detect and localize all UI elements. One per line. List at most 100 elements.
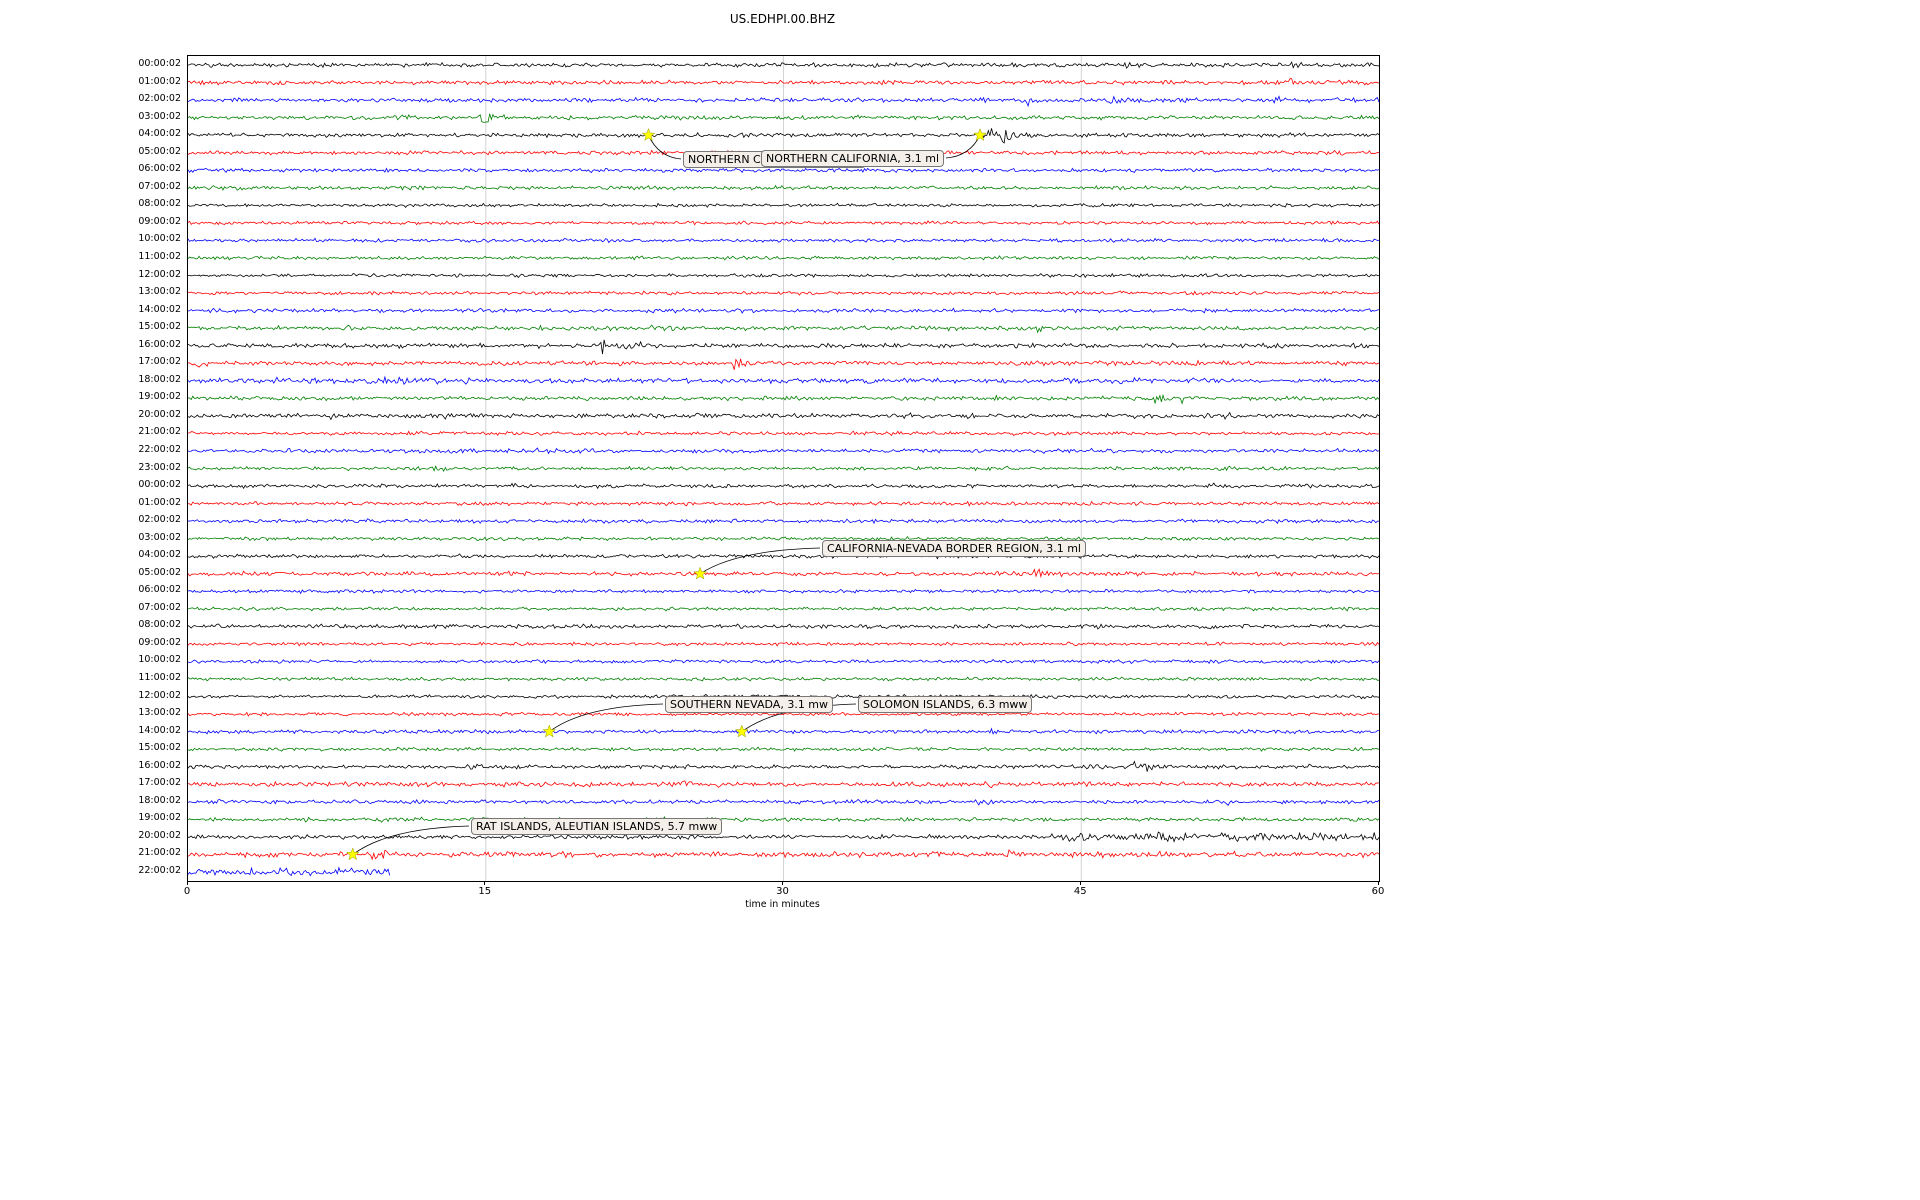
x-tick-label: 15	[478, 886, 492, 897]
x-axis-label: time in minutes	[745, 899, 820, 910]
x-tick-mark	[484, 881, 486, 885]
x-tick-label: 0	[183, 886, 191, 897]
row-time-label: 18:00:02	[138, 794, 181, 806]
row-time-label: 12:00:02	[138, 268, 181, 280]
row-time-label: 23:00:02	[138, 461, 181, 473]
row-time-label: 17:00:02	[138, 777, 181, 789]
event-connector	[648, 135, 682, 160]
row-time-label: 21:00:02	[138, 426, 181, 438]
seismogram-trace	[187, 307, 1380, 314]
x-tick-mark	[1377, 881, 1379, 885]
row-time-label: 11:00:02	[138, 672, 181, 684]
row-time-label: 00:00:02	[138, 58, 181, 69]
seismogram-trace	[187, 202, 1380, 209]
seismogram-trace	[187, 167, 1380, 174]
event-connector	[699, 547, 821, 575]
seismogram-trace	[187, 430, 1380, 437]
plot-area: NORTHERN CALIFORNIA, 3.1 mlNORTHERN CALI…	[187, 55, 1380, 882]
row-time-label: 16:00:02	[138, 338, 181, 350]
seismogram-trace	[187, 375, 1380, 385]
row-time-label: 20:00:02	[138, 829, 181, 841]
row-time-label: 16:00:02	[138, 759, 181, 771]
seismogram-trace	[187, 849, 1380, 861]
x-tick-label: 30	[776, 886, 789, 897]
row-time-label: 01:00:02	[138, 75, 181, 87]
seismogram-trace	[187, 623, 1380, 630]
seismogram-trace	[187, 113, 1380, 123]
event-star-marker	[641, 127, 656, 141]
row-time-label: 06:00:02	[138, 584, 181, 596]
seismogram-trace	[187, 676, 1380, 682]
row-time-label: 15:00:02	[138, 321, 181, 333]
row-time-label: 03:00:02	[138, 110, 181, 122]
seismogram-trace	[187, 237, 1380, 244]
seismogram-trace	[187, 255, 1380, 261]
seismogram-trace	[187, 272, 1379, 279]
seismogram-trace	[187, 518, 1379, 525]
seismogram-trace	[187, 290, 1380, 296]
row-time-label: 14:00:02	[138, 724, 181, 736]
seismogram-trace	[187, 78, 1380, 86]
seismogram-trace	[187, 552, 1380, 560]
row-time-label: 07:00:02	[138, 601, 181, 613]
row-time-label: 05:00:02	[138, 566, 181, 578]
row-time-label: 06:00:02	[138, 163, 181, 175]
seismogram-trace	[187, 465, 1380, 472]
event-label: CALIFORNIA-NEVADA BORDER REGION, 3.1 ml	[822, 540, 1086, 557]
seismogram-trace	[187, 447, 1380, 455]
row-time-label: 08:00:02	[138, 198, 181, 210]
seismogram-trace	[187, 393, 1380, 405]
row-time-label: 13:00:02	[138, 707, 181, 719]
event-connector	[549, 703, 664, 733]
seismogram-trace	[187, 482, 1380, 490]
row-time-label: 02:00:02	[138, 93, 181, 105]
row-time-label: 11:00:02	[138, 250, 181, 262]
seismogram-trace	[188, 831, 1380, 843]
row-time-label: 08:00:02	[138, 619, 181, 631]
event-connector	[352, 825, 470, 855]
event-star-marker	[734, 724, 749, 738]
row-time-label: 03:00:02	[138, 531, 181, 543]
seismogram-trace	[187, 324, 1379, 334]
seismogram-trace	[187, 358, 1380, 370]
seismogram-trace	[187, 780, 1380, 789]
row-time-label: 15:00:02	[138, 742, 181, 754]
seismogram-trace	[187, 535, 1380, 542]
seismogram-trace	[187, 339, 1380, 355]
event-label: RAT ISLANDS, ALEUTIAN ISLANDS, 5.7 mww	[471, 818, 723, 835]
seismogram-trace	[187, 61, 1380, 69]
row-time-label: 09:00:02	[138, 215, 181, 227]
plot-title: US.EDHPI.00.BHZ	[729, 12, 836, 26]
x-tick-mark	[186, 881, 188, 885]
row-time-label: 22:00:02	[138, 865, 181, 876]
seismogram-trace	[187, 760, 1380, 772]
row-time-label: 18:00:02	[138, 373, 181, 385]
event-connector	[945, 135, 981, 159]
seismogram-trace	[187, 816, 1380, 823]
x-tick-label: 60	[1371, 886, 1385, 897]
row-time-label: 09:00:02	[138, 636, 181, 648]
row-time-label: 01:00:02	[138, 496, 181, 508]
seismogram-trace	[187, 500, 1380, 507]
seismogram-trace	[187, 220, 1380, 226]
row-time-label: 22:00:02	[138, 443, 181, 455]
seismogram-trace	[187, 866, 391, 877]
row-time-label: 17:00:02	[138, 356, 181, 368]
seismogram-trace	[187, 658, 1380, 665]
event-star-marker	[693, 566, 707, 580]
seismogram-trace	[187, 588, 1380, 595]
row-time-label: 07:00:02	[138, 180, 181, 192]
event-label: SOLOMON ISLANDS, 6.3 mww	[858, 696, 1033, 713]
row-time-label: 10:00:02	[138, 233, 181, 245]
row-time-label: 00:00:02	[138, 479, 181, 491]
row-time-label: 12:00:02	[138, 689, 181, 701]
row-time-label: 14:00:02	[138, 303, 181, 315]
row-time-label: 13:00:02	[138, 286, 181, 298]
row-time-label: 10:00:02	[138, 654, 181, 666]
row-time-label: 21:00:02	[138, 847, 181, 859]
row-time-label: 20:00:02	[138, 408, 181, 420]
seismogram-trace	[187, 641, 1380, 647]
row-time-label: 04:00:02	[138, 549, 181, 561]
seismogram-svg	[187, 56, 1380, 881]
